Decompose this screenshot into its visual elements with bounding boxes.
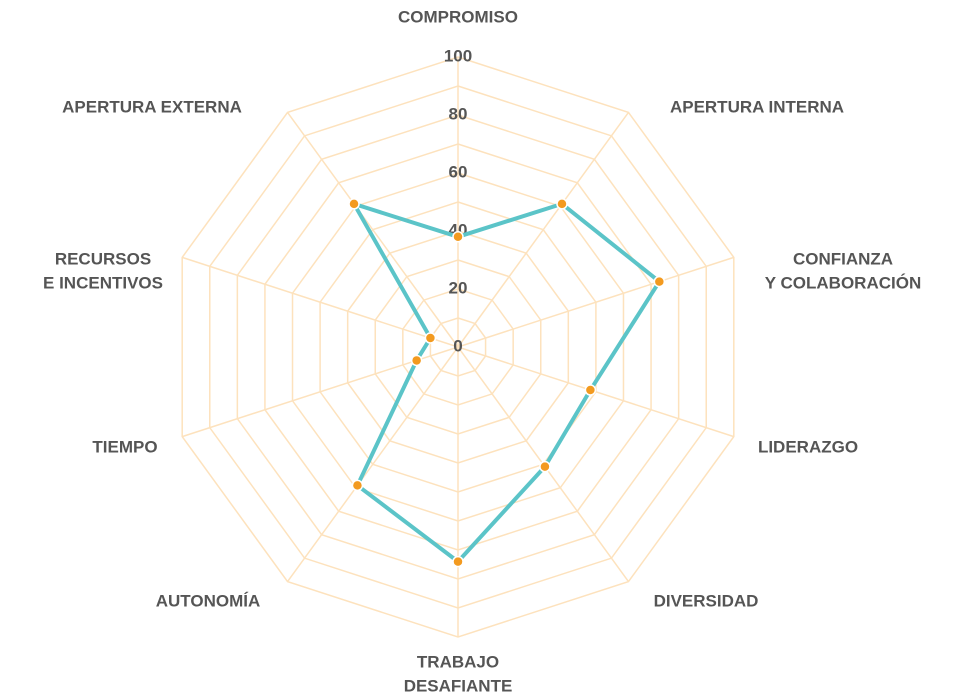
marker [653, 275, 666, 288]
category-label: Y COLABORACIÓN [765, 273, 921, 292]
marker [584, 384, 597, 396]
marker [452, 231, 464, 243]
category-label: AUTONOMÍA [156, 591, 261, 610]
marker [556, 198, 568, 210]
spoke [286, 111, 459, 348]
spoke [286, 346, 459, 583]
category-label: DIVERSIDAD [654, 591, 759, 610]
marker [452, 555, 464, 568]
category-label: APERTURA EXTERNA [62, 97, 242, 116]
category-label: COMPROMISO [398, 7, 518, 26]
tick-label: 0 [453, 336, 462, 355]
category-label: TRABAJO [417, 652, 499, 671]
spoke [457, 111, 630, 348]
marker [424, 332, 437, 344]
marker [348, 198, 360, 210]
category-label: RECURSOS [55, 249, 151, 268]
tick-label: 60 [449, 162, 468, 181]
category-label: DESAFIANTE [404, 676, 513, 695]
category-label: E INCENTIVOS [43, 273, 163, 292]
spoke [181, 256, 459, 348]
category-label: CONFIANZA [793, 249, 893, 268]
marker [539, 460, 551, 473]
marker [351, 479, 364, 492]
tick-label: 100 [444, 46, 472, 65]
tick-label: 80 [449, 104, 468, 123]
spoke [457, 256, 735, 348]
category-label: TIEMPO [92, 437, 157, 456]
spoke [457, 346, 735, 438]
category-label: APERTURA INTERNA [670, 97, 844, 116]
marker [410, 354, 423, 367]
tick-label: 20 [449, 278, 468, 297]
category-label: LIDERAZGO [758, 437, 858, 456]
